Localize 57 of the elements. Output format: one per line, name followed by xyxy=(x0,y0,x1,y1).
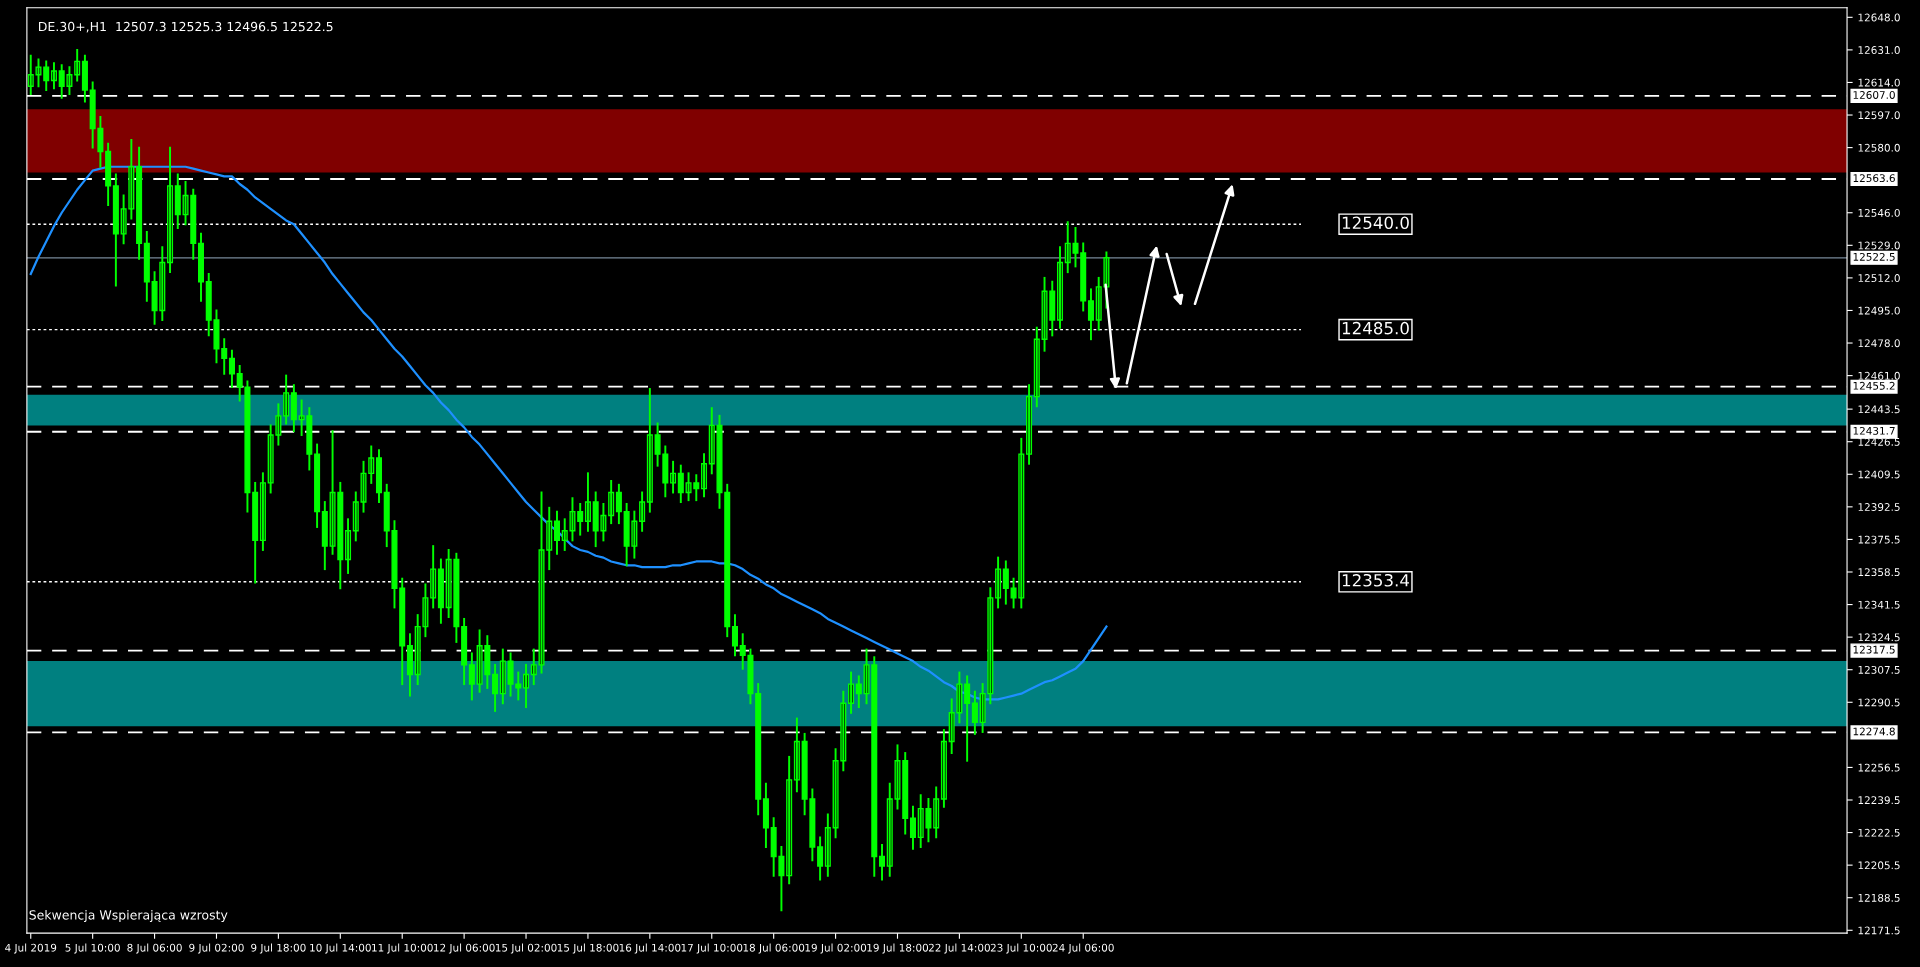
y-tick-label: 12631.0 xyxy=(1858,46,1900,54)
x-tick-label: 11 Jul 10:00 xyxy=(372,943,433,954)
x-tick-label: 12 Jul 06:00 xyxy=(434,943,495,954)
ref-line-label: 12540.0 xyxy=(1342,216,1409,230)
y-tick-label: 12205.5 xyxy=(1858,861,1900,870)
x-tick-label: 10 Jul 14:00 xyxy=(310,943,371,954)
y-tick-label: 12546.0 xyxy=(1858,208,1900,217)
y-tick-label: 12478.0 xyxy=(1858,339,1900,348)
x-tick-label: 18 Jul 06:00 xyxy=(743,943,805,954)
y-tick-label: 12461.0 xyxy=(1858,371,1900,380)
y-tick-label: 12239.5 xyxy=(1858,796,1900,805)
y-tick-label: 12188.5 xyxy=(1858,893,1900,902)
ref-line-label: 12431.7 xyxy=(1853,426,1895,435)
ref-line-label: 12274.8 xyxy=(1853,727,1895,736)
x-tick-label: 9 Jul 18:00 xyxy=(251,943,306,954)
x-tick-label: 8 Jul 06:00 xyxy=(127,943,182,954)
y-tick-label: 12409.5 xyxy=(1858,470,1900,479)
x-tick-label: 19 Jul 02:00 xyxy=(805,943,867,954)
x-tick-label: 15 Jul 18:00 xyxy=(557,943,619,954)
y-tick-label: 12324.5 xyxy=(1858,633,1900,642)
x-tick-label: 5 Jul 10:00 xyxy=(65,943,120,954)
y-tick-label: 12597.0 xyxy=(1858,111,1900,120)
x-tick-label: 9 Jul 02:00 xyxy=(189,943,244,954)
y-tick-label: 12495.0 xyxy=(1858,306,1900,315)
ref-line-label: 12607.0 xyxy=(1853,91,1895,99)
y-tick-label: 12290.5 xyxy=(1858,698,1900,707)
y-tick-label: 12512.0 xyxy=(1858,274,1900,282)
y-tick-label: 12648.0 xyxy=(1858,13,1900,22)
y-tick-label: 12375.5 xyxy=(1858,535,1900,544)
y-tick-label: 12307.5 xyxy=(1858,665,1900,674)
x-tick-label: 24 Jul 06:00 xyxy=(1052,943,1114,954)
y-tick-label: 12358.5 xyxy=(1858,568,1900,577)
y-tick-label: 12256.5 xyxy=(1858,763,1900,772)
x-tick-label: 23 Jul 10:00 xyxy=(990,943,1052,954)
ref-line-label: 12563.6 xyxy=(1853,174,1895,183)
y-tick-label: 12443.5 xyxy=(1858,405,1900,414)
y-tick-label: 12341.5 xyxy=(1858,600,1900,609)
y-tick-label: 12529.0 xyxy=(1858,241,1900,250)
x-tick-label: 17 Jul 10:00 xyxy=(681,943,743,954)
y-tick-label: 12171.5 xyxy=(1858,926,1900,935)
y-tick-label: 12426.5 xyxy=(1858,437,1900,446)
ref-line-label: 12522.5 xyxy=(1853,252,1895,261)
x-tick-label: 16 Jul 14:00 xyxy=(619,943,681,954)
x-tick-label: 15 Jul 02:00 xyxy=(495,943,557,954)
ref-line-label: 12485.0 xyxy=(1342,321,1409,335)
ref-line-label: 12455.2 xyxy=(1853,381,1895,390)
x-tick-label: 19 Jul 18:00 xyxy=(867,943,929,954)
annotation: Sekwencja Wspierająca wzrosty xyxy=(29,909,228,923)
x-tick-label: 4 Jul 2019 xyxy=(5,943,57,954)
ref-line-label: 12353.4 xyxy=(1342,573,1410,587)
ref-line-label: 12317.5 xyxy=(1853,645,1895,654)
y-tick-label: 12392.5 xyxy=(1858,503,1900,511)
text: DE.30+,H1 12507.3 12525.3 12496.5 12522.5 xyxy=(39,21,333,33)
y-tick-label: 12580.0 xyxy=(1858,143,1900,152)
x-tick-label: 22 Jul 14:00 xyxy=(928,943,990,954)
y-tick-label: 12614.0 xyxy=(1858,78,1900,87)
y-tick-label: 12222.5 xyxy=(1858,828,1900,837)
